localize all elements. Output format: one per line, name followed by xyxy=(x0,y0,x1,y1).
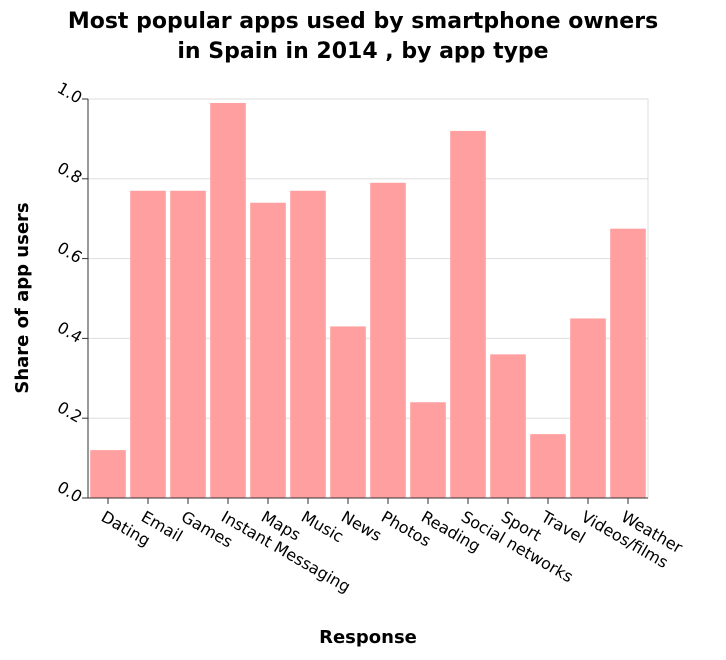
x-tick-label: Travel xyxy=(537,507,589,548)
bar-news xyxy=(330,326,366,498)
y-axis-title: Share of app users xyxy=(12,202,33,393)
y-axis-ticks: 0.0 0.2 0.4 0.6 0.8 1.0 xyxy=(54,78,88,506)
y-tick-label: 1.0 xyxy=(54,78,86,107)
bar-sport xyxy=(490,354,526,498)
bar-maps xyxy=(250,203,286,498)
chart-title-line-1: Most popular apps used by smartphone own… xyxy=(68,9,658,34)
bar-email xyxy=(130,191,166,498)
bar-travel xyxy=(530,434,566,498)
y-tick-label: 0.2 xyxy=(54,397,86,426)
bar-reading xyxy=(410,402,446,498)
x-tick-label: Music xyxy=(298,507,347,546)
bar-instant-messaging xyxy=(210,103,246,498)
x-tick-label: News xyxy=(338,507,385,545)
bar-videos-films xyxy=(570,318,606,498)
chart-title-line-2: in Spain in 2014 , by app type xyxy=(177,39,548,64)
bar-weather xyxy=(610,229,646,498)
bars xyxy=(90,103,646,498)
bar-games xyxy=(170,191,206,498)
bar-social-networks xyxy=(450,131,486,498)
y-tick-label: 0.8 xyxy=(54,158,86,187)
bar-dating xyxy=(90,450,126,498)
y-tick-label: 0.6 xyxy=(54,238,86,267)
bar-music xyxy=(290,191,326,498)
bar-photos xyxy=(370,183,406,498)
x-axis-title: Response xyxy=(319,627,417,648)
y-tick-label: 0.4 xyxy=(54,318,86,347)
y-tick-label: 0.0 xyxy=(54,477,86,506)
